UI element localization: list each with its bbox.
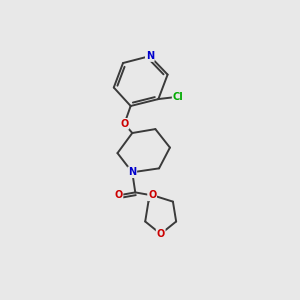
Text: O: O (157, 229, 165, 239)
Text: O: O (114, 190, 122, 200)
Text: O: O (148, 190, 156, 200)
Text: N: N (128, 167, 136, 177)
Text: O: O (120, 119, 128, 129)
Text: N: N (146, 51, 154, 61)
Text: Cl: Cl (172, 92, 183, 102)
